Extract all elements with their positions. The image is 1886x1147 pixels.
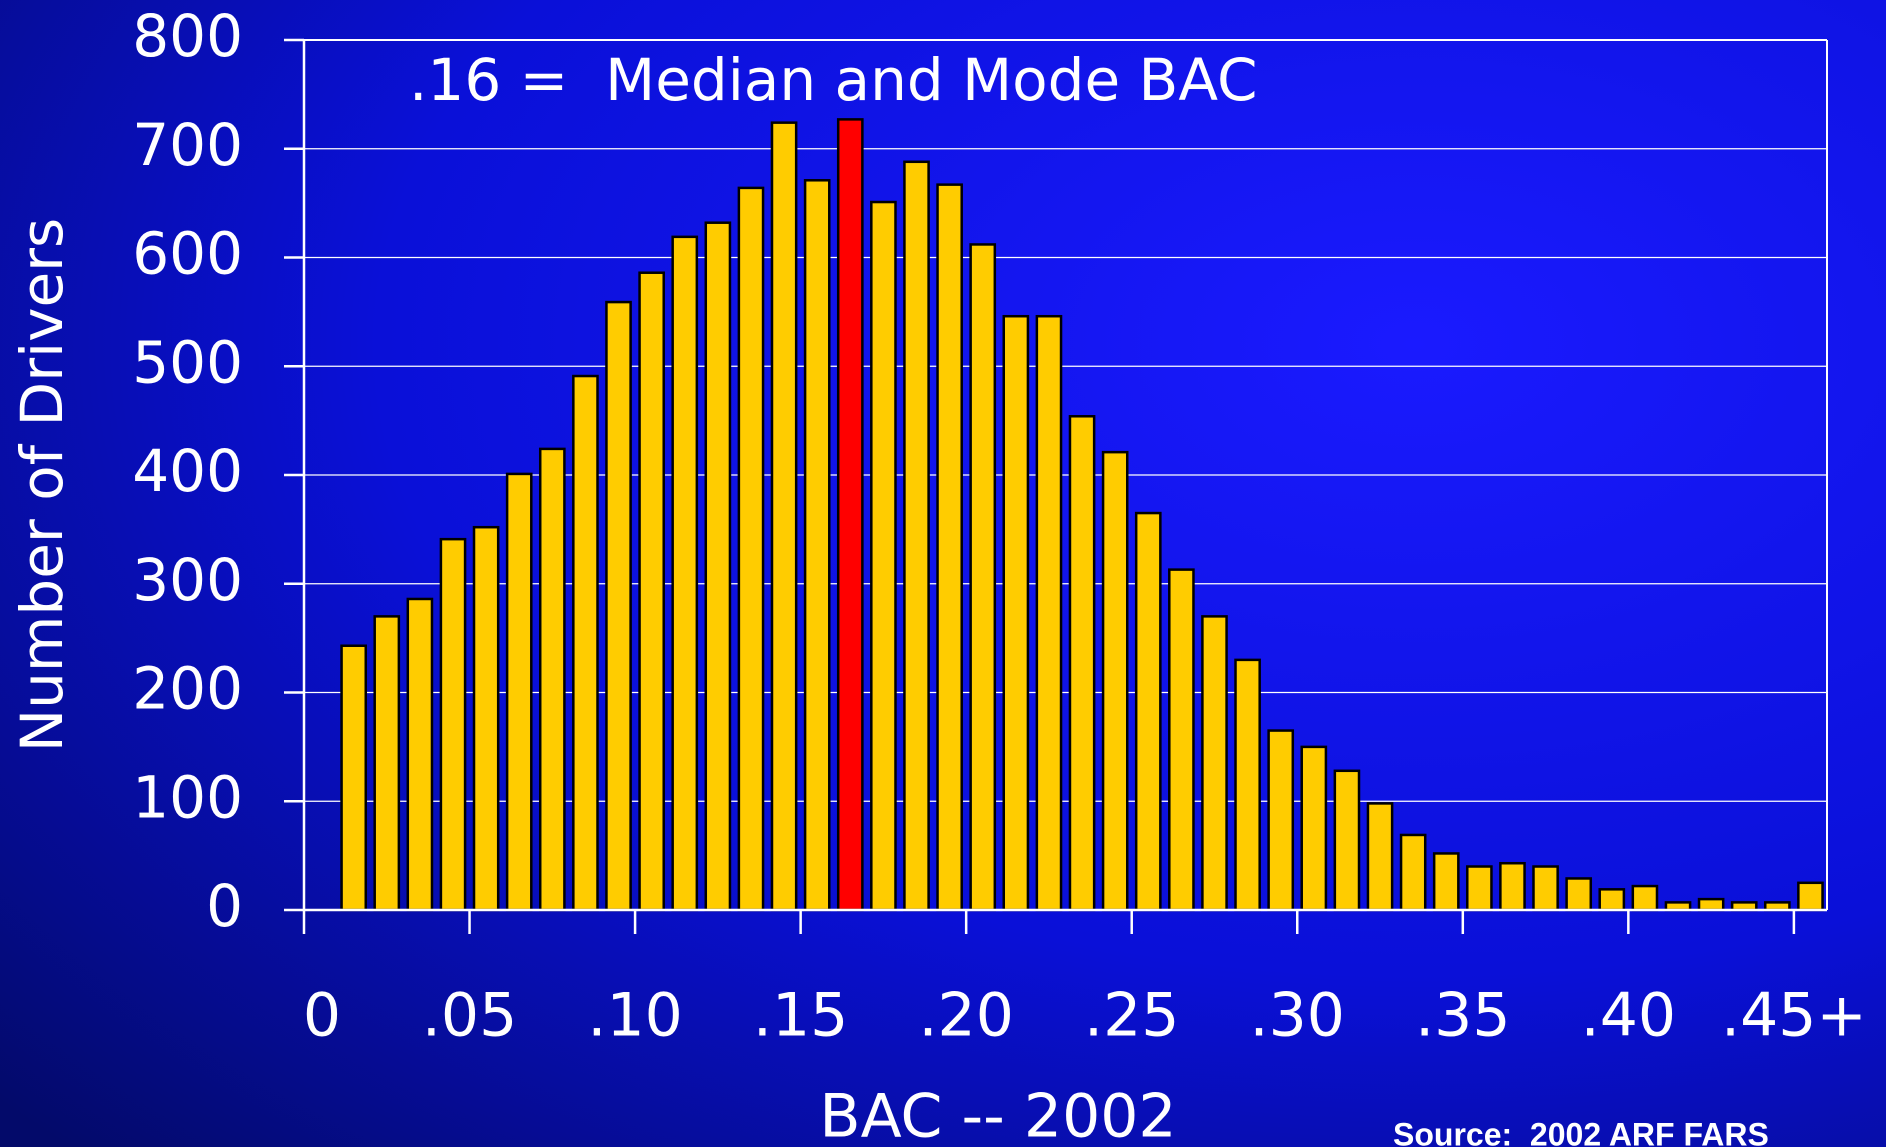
bar: [1002, 314, 1030, 912]
bar: [1598, 888, 1626, 912]
x-tick-label: .15: [753, 981, 848, 1051]
y-tick-label: 500: [132, 328, 243, 396]
bar: [1201, 615, 1228, 912]
bar: [538, 447, 566, 912]
x-tick-label: .40: [1581, 981, 1676, 1051]
bar: [1565, 877, 1593, 912]
x-tick-label: .20: [918, 981, 1013, 1051]
x-tick-label: .25: [1084, 981, 1179, 1051]
bar: [1168, 568, 1195, 912]
bar: [770, 121, 798, 912]
x-axis-label: BAC -- 2002: [819, 1082, 1176, 1147]
bar: [605, 300, 632, 912]
bar: [1532, 865, 1559, 912]
bar: [340, 644, 367, 912]
y-tick-label: 0: [206, 872, 243, 940]
bar: [638, 271, 665, 912]
bar: [936, 183, 963, 912]
bar: [737, 186, 765, 912]
bar: [803, 179, 831, 912]
bar: [671, 235, 699, 912]
bar: [1068, 415, 1096, 912]
annotation: .16 = Median and Mode BAC: [409, 46, 1258, 114]
bar: [969, 243, 997, 912]
bar: [1267, 729, 1295, 912]
bar: [1499, 861, 1526, 912]
bar: [1234, 658, 1261, 912]
bar: [836, 118, 864, 912]
bar: [1432, 852, 1460, 912]
bar: [1134, 511, 1162, 912]
x-tick-label: .45+: [1721, 981, 1867, 1051]
bar: [870, 200, 897, 912]
y-axis-label: Number of Drivers: [8, 218, 76, 752]
bar: [572, 374, 599, 912]
y-tick-label: 400: [132, 437, 243, 505]
x-tick-label: .35: [1415, 981, 1510, 1051]
bar: [1466, 865, 1493, 912]
x-tick-label: 0: [303, 981, 341, 1051]
y-tick-label: 200: [132, 655, 243, 723]
bar: [1035, 314, 1063, 912]
source-note: Source: 2002 ARF FARS: [1393, 1116, 1769, 1147]
x-tick-label: .30: [1250, 981, 1345, 1051]
bar: [1697, 897, 1725, 912]
bar: [1631, 884, 1659, 912]
bar: [1797, 881, 1824, 912]
bar: [1366, 802, 1394, 912]
bar: [505, 472, 533, 912]
y-tick-label: 800: [132, 2, 243, 70]
y-tick-label: 600: [132, 220, 243, 288]
y-tick-label: 300: [132, 546, 243, 614]
y-tick-label: 700: [132, 111, 243, 179]
bar: [1399, 833, 1427, 912]
y-tick-label: 100: [132, 763, 243, 831]
bar: [1300, 745, 1328, 912]
bar: [439, 537, 467, 912]
x-tick-label: .05: [422, 981, 517, 1051]
bar: [903, 160, 930, 912]
x-tick-label: .10: [587, 981, 682, 1051]
bar: [373, 615, 401, 912]
bar: [406, 597, 434, 912]
bar: [704, 221, 732, 912]
bar: [1333, 769, 1361, 912]
bar: [472, 525, 500, 912]
bar: [1101, 450, 1129, 912]
